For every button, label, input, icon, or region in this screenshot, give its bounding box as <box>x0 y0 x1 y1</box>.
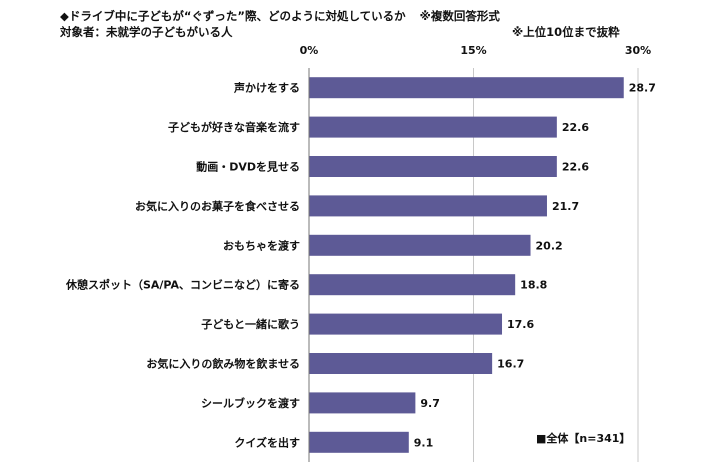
bar <box>309 392 416 414</box>
value-labels: 28.7 22.6 22.6 21.7 20.2 18.8 17.6 16.7 9.7 9.1 <box>414 82 656 450</box>
value-label: 20.2 <box>536 239 563 252</box>
category-label: 子どもが好きな音楽を流す <box>168 120 300 134</box>
x-axis-ticks: 0% 15% 30% <box>300 44 652 57</box>
question-text: ◆ドライブ中に子どもが“ぐずった”際、どのように対処しているか <box>60 9 406 23</box>
bar <box>309 77 624 99</box>
category-label: シールブックを渡す <box>201 396 300 410</box>
chart-question: ◆ドライブ中に子どもが“ぐずった”際、どのように対処しているか ※複数回答形式 <box>60 8 500 24</box>
bar <box>309 274 516 296</box>
value-label: 28.7 <box>629 82 656 95</box>
value-label: 17.6 <box>507 318 534 331</box>
bar <box>309 234 531 256</box>
top-note: ※上位10位まで抜粋 <box>512 25 620 39</box>
category-label: 子どもと一緒に歌う <box>201 317 300 331</box>
category-label: 動画・DVDを見せる <box>196 160 300 174</box>
value-label: 9.1 <box>414 436 434 449</box>
bar <box>309 313 503 335</box>
value-label: 16.7 <box>497 358 524 371</box>
x-tick-label: 30% <box>625 44 651 57</box>
category-labels: 声かけをする子どもが好きな音楽を流す動画・DVDを見せるお気に入りのお菓子を食べ… <box>65 81 300 450</box>
bar <box>309 353 493 374</box>
legend-entry: ■全体【n=341】 <box>536 431 630 445</box>
value-label: 22.6 <box>562 121 589 134</box>
x-tick-label: 15% <box>460 44 486 57</box>
bar <box>309 116 557 138</box>
respondents-note: 対象者：未就学の子どもがいる人 <box>60 25 233 39</box>
category-label: お気に入りの飲み物を飲ませる <box>146 357 300 371</box>
bar <box>309 156 557 177</box>
category-label: おもちゃを渡す <box>223 238 300 252</box>
x-tick-label: 0% <box>300 44 319 57</box>
category-label: クイズを出す <box>234 435 300 449</box>
value-label: 22.6 <box>562 161 589 174</box>
value-label: 9.7 <box>420 397 440 410</box>
category-label: 休憩スポット（SA/PA、コンビニなど）に寄る <box>65 278 300 292</box>
category-label: お気に入りのお菓子を食べさせる <box>135 199 300 213</box>
value-label: 21.7 <box>552 200 579 213</box>
category-label: 声かけをする <box>233 81 300 95</box>
value-label: 18.8 <box>520 279 547 292</box>
bar <box>309 431 409 453</box>
format-note: ※複数回答形式 <box>419 9 500 23</box>
bars <box>309 77 624 453</box>
bar <box>309 195 547 217</box>
